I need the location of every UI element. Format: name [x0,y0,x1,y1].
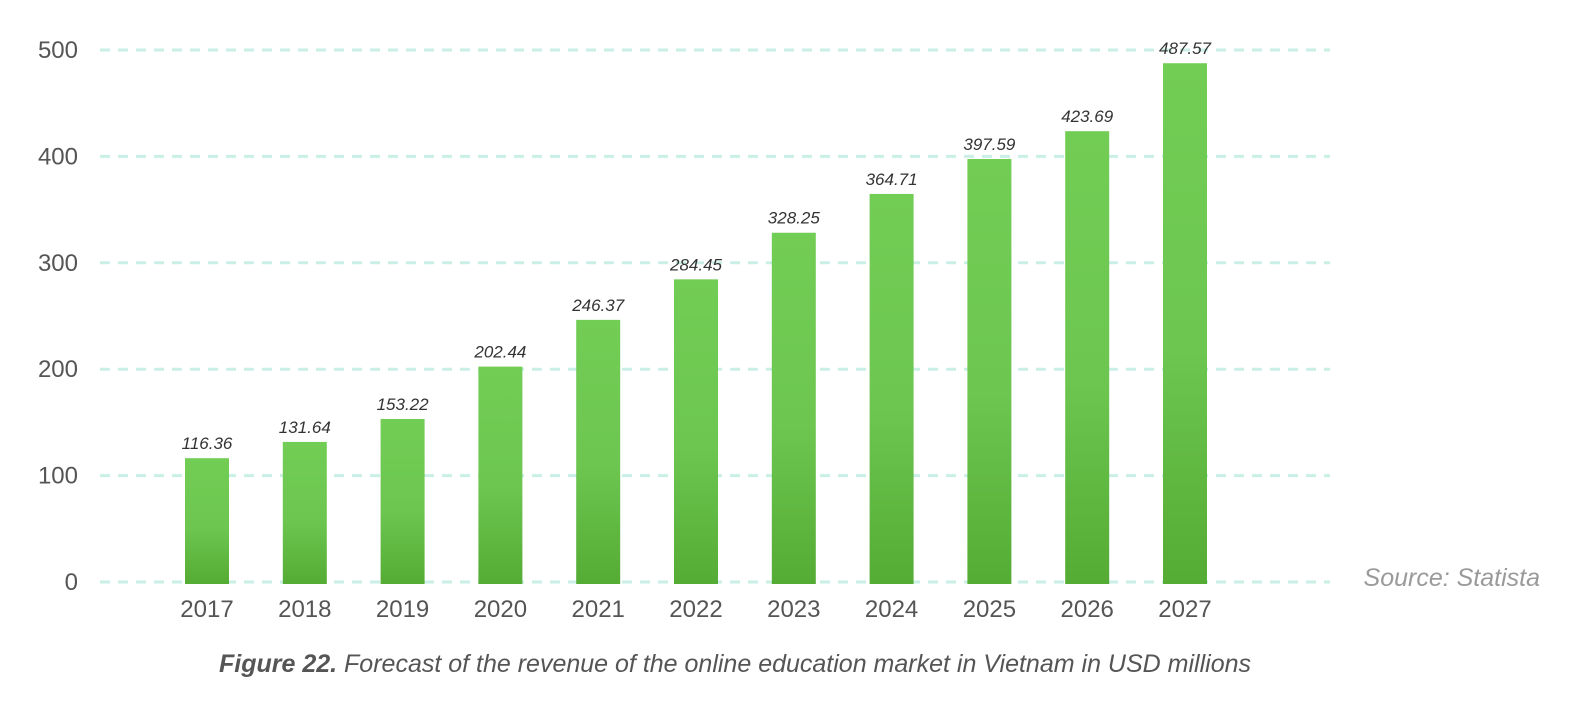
data-labels: 116.36 131.64 153.22 202.44 246.37 284.45 328.… [182,39,1212,453]
x-tick-label-2025: 2025 [963,596,1016,623]
figure-caption: Figure 22. Forecast of the revenue of th… [0,650,1470,679]
bar-2021 [576,319,621,584]
data-label-2023: 328.25 [768,209,821,228]
y-tick-label: 100 [38,463,78,490]
bar-2017 [185,458,229,584]
y-tick-label: 200 [38,356,78,383]
bar-2019 [380,418,425,584]
data-label-2027: 487.57 [1159,39,1212,58]
y-tick-label: 300 [38,250,78,277]
x-tick-label-2017: 2017 [180,596,233,623]
bar-2018 [282,441,327,584]
y-tick-label: 400 [38,143,78,170]
data-label-2017: 116.36 [182,434,233,453]
data-label-2018: 131.64 [279,418,331,437]
x-tick-label-2027: 2027 [1158,596,1211,623]
x-tick-label-2019: 2019 [376,596,429,623]
data-label-2025: 397.59 [963,135,1016,154]
source-note: Source: Statista [1364,564,1541,592]
bar-2026 [1065,131,1110,584]
x-tick-label-2024: 2024 [865,596,918,623]
x-tick-label-2023: 2023 [767,596,820,623]
bar-2027 [1163,63,1207,584]
x-tick-label-2026: 2026 [1061,596,1114,623]
x-axis-ticks: 2017 2018 2019 2020 2021 2022 2023 2024 2025 2026… [180,596,1211,623]
data-label-2020: 202.44 [473,343,526,362]
bars [185,63,1207,585]
data-label-2021: 246.37 [571,296,625,315]
x-tick-label-2021: 2021 [572,596,625,623]
data-label-2026: 423.69 [1061,107,1114,126]
x-tick-label-2022: 2022 [669,596,722,623]
data-label-2019: 153.22 [377,395,430,414]
data-label-2024: 364.71 [866,170,918,189]
y-axis-ticks: 0 100 200 300 400 500 [38,37,78,596]
y-tick-label: 0 [65,569,78,596]
bar-2025 [967,158,1012,584]
x-tick-label-2018: 2018 [278,596,331,623]
x-tick-label-2020: 2020 [474,596,527,623]
data-label-2022: 284.45 [669,255,723,274]
bar-2023 [771,232,816,584]
bar-2020 [478,366,523,584]
bar-2022 [674,279,718,584]
bar-2024 [869,193,914,585]
y-tick-label: 500 [38,37,78,64]
caption-label: Figure 22. [219,650,338,678]
caption-text: Forecast of the revenue of the online ed… [337,650,1251,678]
